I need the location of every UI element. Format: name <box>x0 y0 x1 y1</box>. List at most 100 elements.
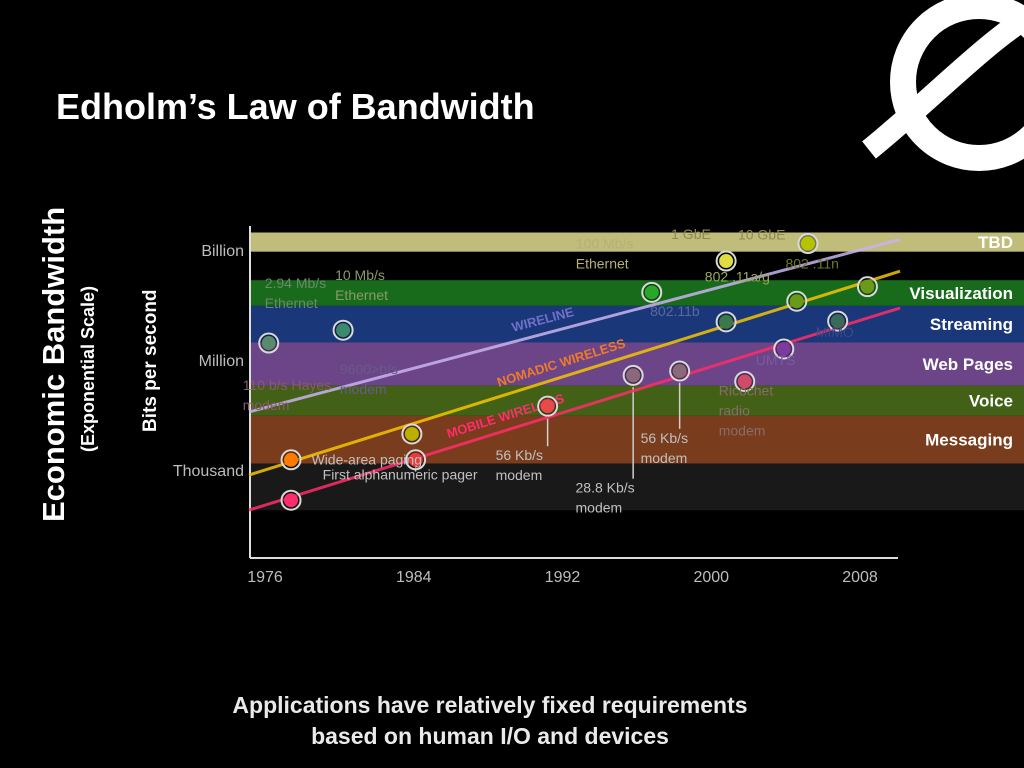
annotation-label-line: modem <box>576 500 623 516</box>
requirement-bands: TBD Visualization Streaming Web Pages Voice M… <box>250 232 1024 511</box>
data-point-label: 10 GbE <box>738 227 785 243</box>
data-point-label-line: 100 Mb/s <box>576 235 634 251</box>
data-point <box>669 360 691 382</box>
data-point-ring <box>280 449 302 471</box>
data-point-ring <box>715 250 737 272</box>
annotation-label-line: 28.8 Kb/s <box>576 480 635 496</box>
data-point-marker <box>719 314 734 329</box>
data-point-ring <box>827 310 849 332</box>
data-point: 802.11b <box>650 303 737 333</box>
data-point-ring <box>537 395 559 417</box>
y-tick-label: Thousand <box>173 463 244 480</box>
data-point-label-line: Ethernet <box>576 255 629 271</box>
band-label: TBD <box>978 233 1013 252</box>
data-point-label: UMTS <box>756 352 796 368</box>
data-point: 9600>b/s modem <box>340 361 423 445</box>
data-point-ring <box>797 233 819 255</box>
data-point-marker <box>860 279 875 294</box>
data-point-marker <box>284 452 299 467</box>
data-point-label-line: modem <box>719 422 766 438</box>
footer-caption: Applications have relatively fixed requi… <box>170 690 810 752</box>
annotation-label-line: 56 Kb/s <box>496 447 543 463</box>
data-point-ring <box>622 364 644 386</box>
data-point-ring <box>669 360 691 382</box>
annotation-label-line: modem <box>243 397 290 413</box>
data-point <box>537 395 559 417</box>
data-point-marker <box>408 452 423 467</box>
data-point-label: 100 Mb/s Ethernet <box>576 235 634 271</box>
data-point-label: 10 Mb/s Ethernet <box>335 267 388 303</box>
data-point-label-line: Ethernet <box>265 295 318 311</box>
data-point-ring <box>856 276 878 298</box>
x-tick-label: 2008 <box>842 569 878 586</box>
series-line <box>248 306 901 512</box>
slide-title: Edholm’s Law of Bandwidth <box>56 86 535 127</box>
annotation-label: First alphanumeric pager <box>323 467 478 483</box>
annotation-label: 28.8 Kb/s modem <box>576 480 635 516</box>
data-point-marker <box>540 399 555 414</box>
data-point-label: 2.94 Mb/s Ethernet <box>265 275 326 311</box>
data-point-marker <box>284 493 299 508</box>
annotation-label-line: modem <box>496 467 543 483</box>
data-point-marker <box>776 341 791 356</box>
data-point: 10 GbE <box>738 227 819 255</box>
x-tick-label: 1984 <box>396 569 432 586</box>
data-point: 100 Mb/s Ethernet <box>576 235 663 303</box>
data-point-marker <box>404 426 419 441</box>
data-point-marker <box>737 374 752 389</box>
data-point-marker <box>789 294 804 309</box>
data-point-label: 802.11b <box>650 303 700 319</box>
band-tbd <box>250 232 1024 252</box>
data-point-label-line: UMTS <box>756 352 796 368</box>
data-point-label-line: 2.94 Mb/s <box>265 275 326 291</box>
footer-line-1: Applications have relatively fixed requi… <box>232 692 748 718</box>
data-point: MIMO <box>816 310 854 340</box>
data-point-ring <box>405 449 427 471</box>
data-point-label-line: modem <box>340 381 387 397</box>
data-point-marker <box>336 323 351 338</box>
data-point-marker <box>261 336 276 351</box>
data-point-marker <box>644 285 659 300</box>
data-point-label-line: MIMO <box>816 324 854 340</box>
data-point-label: 1 GbE <box>671 226 711 242</box>
data-point-label-line: 1 GbE <box>671 226 711 242</box>
data-point-ring <box>401 423 423 445</box>
annotation-label-line: First alphanumeric pager <box>323 467 478 483</box>
data-point-label-line: 802 .11n <box>785 256 838 272</box>
x-tick-label: 1976 <box>247 569 283 586</box>
band-streaming <box>250 305 1024 343</box>
data-point <box>280 489 302 511</box>
data-point-label: 9600>b/s modem <box>340 361 398 397</box>
band-label: Voice <box>969 392 1013 411</box>
band-label: Streaming <box>930 315 1013 334</box>
data-point-marker <box>626 368 641 383</box>
annotation-label: 56 Kb/s modem <box>496 447 543 483</box>
band-label: Messaging <box>925 431 1013 450</box>
annotation-label-line: 110 b/s Hayes <box>243 377 331 393</box>
data-point-marker <box>830 314 845 329</box>
data-point-ring <box>641 281 663 303</box>
band-visualization <box>250 280 1024 306</box>
annotation-label-line: modem <box>641 450 688 466</box>
data-point-ring <box>786 290 808 312</box>
band-label: Web Pages <box>923 355 1013 374</box>
data-point-marker <box>800 236 815 251</box>
annotation-label: 110 b/s Hayes modem <box>243 377 331 413</box>
data-point: 802 .11a/g <box>705 268 808 312</box>
data-point-label: 802 .11n <box>785 256 838 272</box>
series-line <box>248 237 901 414</box>
band-messaging <box>250 415 1024 464</box>
y-tick-label: Billion <box>201 243 244 260</box>
data-point-ring <box>280 489 302 511</box>
data-point-label-line: 9600>b/s <box>340 361 398 377</box>
footer-line-2: based on human I/O and devices <box>311 723 669 749</box>
data-point-marker <box>672 364 687 379</box>
data-point-marker <box>719 254 734 269</box>
data-point-label-line: 802.11b <box>650 303 700 319</box>
data-point <box>622 364 644 386</box>
data-point-ring <box>258 332 280 354</box>
annotation-label: Wide-area paging <box>311 452 422 468</box>
data-point-label-line: 10 GbE <box>738 227 785 243</box>
data-point-ring <box>332 319 354 341</box>
